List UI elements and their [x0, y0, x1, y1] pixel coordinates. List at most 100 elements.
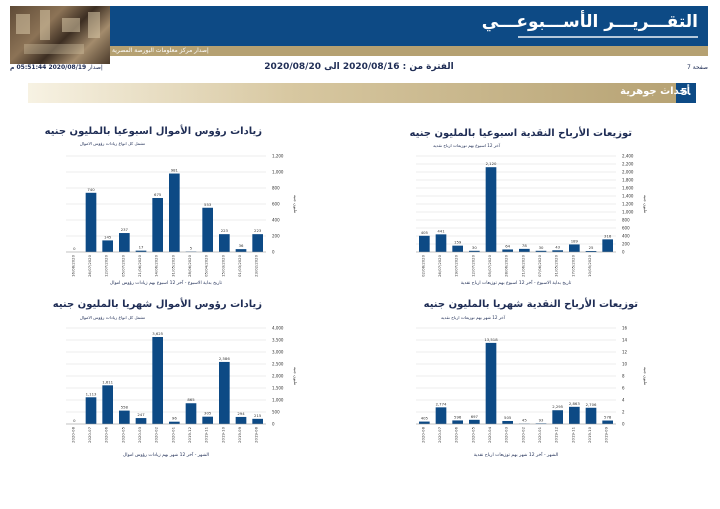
y-tick-label: 6: [622, 386, 625, 391]
x-tick-label: 21/06/2020: [137, 254, 142, 276]
data-label: 0: [73, 246, 76, 251]
x-tick-label: 07/06/2020: [537, 254, 542, 276]
data-label: 1,113: [86, 391, 97, 396]
chart-title-monthly-dividends: توزيعات الأرباح النقدية شهريا بالمليون ج…: [423, 299, 638, 310]
x-tick-label: 2019-08: [254, 426, 259, 442]
x-tick-label: 15/03/2020: [220, 254, 225, 276]
data-label: 2,586: [219, 356, 230, 361]
issue-info: إصدار 2020/08/19 05:51:44 م: [10, 64, 103, 71]
data-label: 64: [505, 243, 510, 248]
y-tick-label: 8: [622, 374, 625, 379]
bar: [219, 234, 230, 252]
y-axis-title: مليون جنيه: [293, 195, 298, 213]
chart-weekly-capital: 1,200 1,000 800 600 400 200 0 مليون جنيه 0 740 145…: [66, 154, 298, 286]
y-tick-label: 2,500: [272, 362, 284, 367]
y-tick-label: 0: [622, 250, 625, 255]
report-header: [10, 6, 708, 46]
y-axis-title: مليون جنيه: [643, 195, 648, 213]
data-label: 305: [204, 411, 212, 416]
data-label: 36: [239, 243, 244, 248]
x-tick-label: 12/07/2020: [470, 254, 475, 276]
data-label: 215: [254, 413, 262, 418]
data-label: 159: [454, 240, 462, 245]
data-label: 553: [204, 202, 212, 207]
data-label: 30: [472, 245, 477, 250]
bar: [552, 250, 563, 252]
y-tick-label: 14: [622, 338, 628, 343]
y-axis-title: مليون جنيه: [643, 367, 648, 385]
data-label: 316: [604, 233, 612, 238]
x-tick-label: 17/05/2020: [570, 254, 575, 276]
data-label: 189: [571, 238, 579, 243]
section-title: أحداث جوهرية: [620, 86, 690, 97]
y-tick-label: 3,000: [272, 350, 284, 355]
section-number: 5.: [676, 83, 696, 103]
subtitle-bar: [110, 46, 708, 56]
y-tick-label: 2,200: [622, 162, 634, 167]
bar: [185, 403, 197, 424]
report-title: التقـــريـــر الأســـبوعـــي: [481, 12, 698, 32]
x-tick-label: 2020-06: [104, 426, 109, 442]
x-tick-label: 2019-12: [187, 426, 192, 442]
bar: [485, 342, 497, 424]
bar: [585, 251, 597, 252]
bar: [419, 235, 430, 252]
period-range: الفترة من : 2020/08/16 الى 2020/08/20: [264, 62, 454, 72]
y-tick-label: 200: [272, 234, 280, 239]
x-tick-label: 2020-05: [120, 426, 125, 442]
data-label: 223: [254, 228, 262, 233]
x-tick-label: 2019-09: [237, 426, 242, 442]
bar: [469, 250, 480, 252]
data-label: 596: [454, 414, 462, 419]
y-tick-label: 600: [622, 226, 630, 231]
bar: [569, 244, 580, 252]
bar: [169, 421, 180, 424]
y-tick-label: 1,400: [622, 194, 634, 199]
data-label: 578: [604, 415, 612, 420]
bar: [202, 416, 213, 424]
bar: [102, 385, 113, 424]
bar: [535, 423, 547, 424]
data-label: 0: [73, 418, 76, 423]
bar: [452, 245, 463, 252]
bar: [519, 248, 530, 252]
bar: [135, 250, 147, 252]
bar: [469, 419, 480, 424]
data-label: 405: [421, 416, 429, 421]
bar: [502, 249, 513, 252]
y-tick-label: 4: [622, 398, 625, 403]
chart-title-weekly-capital: زيادات رؤوس الأموال اسبوعيا بالمليون جني…: [44, 126, 262, 137]
bar: [585, 407, 597, 424]
chart-subtitle-monthly-capital: تشمل كل انواع زيادات رؤوس الاموال: [79, 315, 145, 320]
y-tick-label: 2,000: [622, 170, 634, 175]
bar: [152, 337, 163, 424]
x-tick-label: 31/05/2020: [170, 254, 175, 276]
bar: [169, 173, 180, 252]
bar: [119, 233, 130, 252]
y-tick-label: 2,000: [272, 374, 284, 379]
data-label: 2,774: [436, 401, 447, 406]
bar: [119, 410, 130, 424]
bar: [102, 240, 113, 252]
bar: [602, 239, 613, 252]
data-label: 505: [504, 415, 512, 420]
data-label: 247: [137, 412, 145, 417]
y-tick-label: 200: [622, 242, 630, 247]
x-tick-label: 2020-03: [137, 426, 142, 442]
chart-subtitle-monthly-dividends: آخر 12 شهر بهم توزيعات ارباح نقدية: [440, 315, 505, 320]
y-tick-label: 3,500: [272, 338, 284, 343]
x-tick-label: 26/07/2020: [87, 254, 92, 276]
chart-weekly-dividends: 2,400 2,200 2,000 1,800 1,600 1,400 1,200 1,000…: [416, 154, 648, 286]
data-label: 558: [121, 405, 129, 410]
bar: [569, 406, 580, 424]
x-tick-label: 2020-04: [487, 426, 492, 442]
chart-monthly-dividends: 16 14 12 10 8 6 4 2 0 مليون جنيه 405 2,774 596 697 13,…: [416, 326, 648, 458]
y-tick-label: 16: [622, 326, 628, 331]
y-tick-label: 800: [622, 218, 630, 223]
bar: [252, 234, 263, 252]
y-tick-label: 1,000: [622, 210, 634, 215]
data-label: 405: [421, 230, 429, 235]
chart-subtitle-weekly-capital: تشمل كل انواع زيادات رؤوس الاموال: [79, 141, 145, 146]
y-tick-label: 1,000: [272, 398, 284, 403]
issue-label: إصدار: [88, 64, 103, 71]
